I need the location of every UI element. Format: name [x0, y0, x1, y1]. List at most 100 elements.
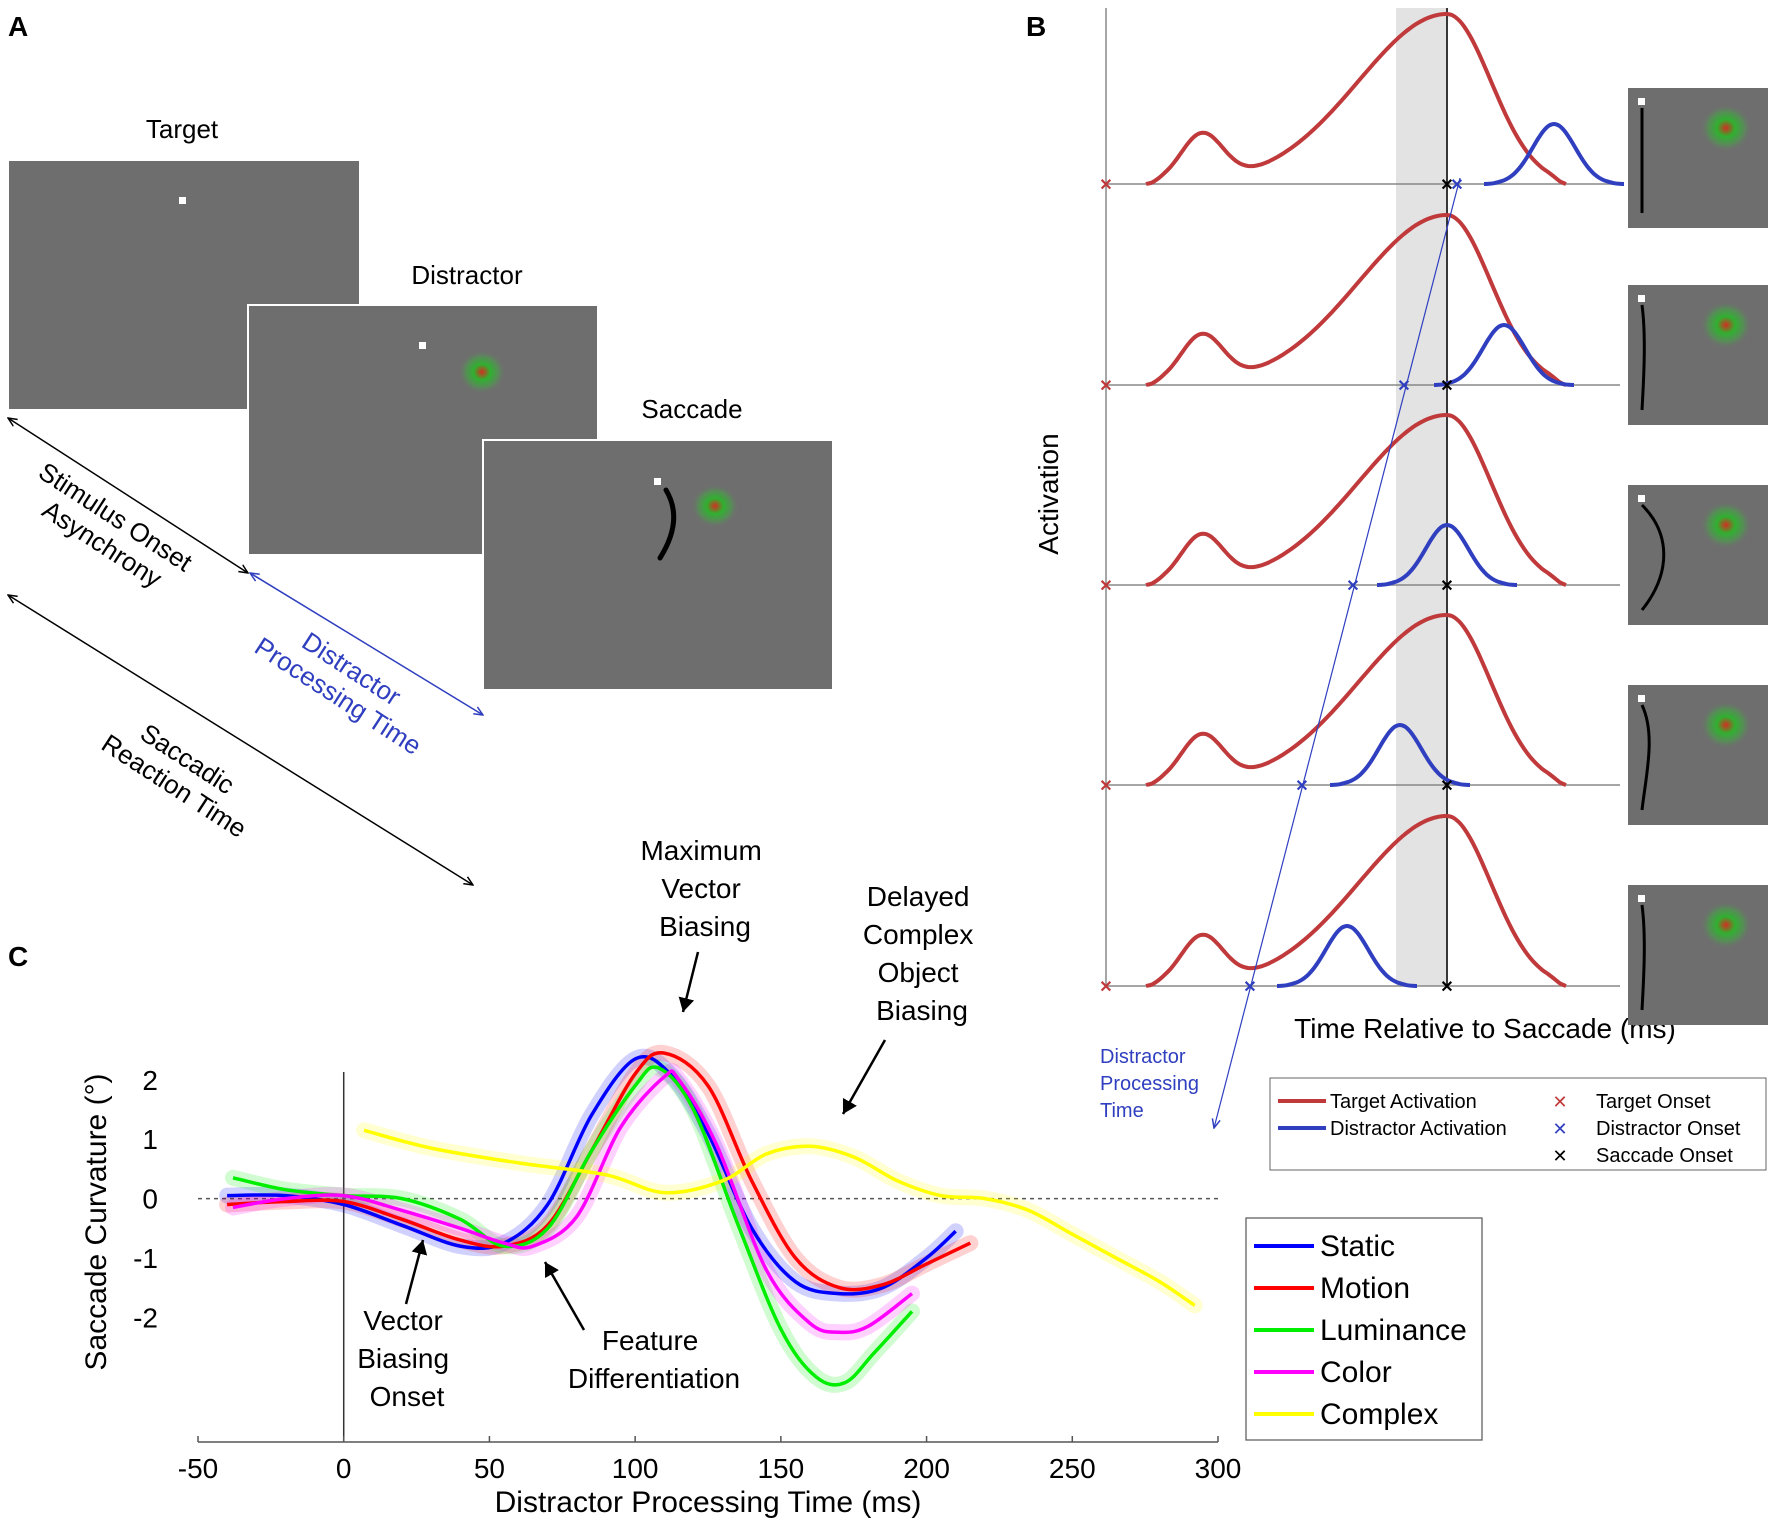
annotation-delayed-line3: Object	[878, 957, 959, 988]
dpt-label: Distractor Processing Time	[249, 606, 443, 761]
y-tick-label: -2	[133, 1302, 158, 1333]
onset-marker: ✕	[1450, 177, 1463, 194]
onset-marker: ✕	[1440, 979, 1453, 996]
chart-ylabel: Saccade Curvature (°)	[80, 1073, 113, 1370]
annotation-delayed-line2: Complex	[863, 919, 973, 950]
legend-target-onset-marker: ✕	[1552, 1092, 1567, 1112]
gabor-distractor	[1700, 301, 1752, 349]
annotation-delayed-line4: Biasing	[876, 995, 968, 1026]
curvature-legend: Static Motion Luminance Color Complex	[1245, 1217, 1483, 1441]
onset-marker: ✕	[1440, 177, 1453, 194]
panel-label-c: C	[8, 941, 28, 972]
annotation-max-vector-line2: Vector	[661, 873, 740, 904]
panel-a: Target Distractor Saccade Stimulus Onset…	[8, 114, 834, 885]
onset-marker: ✕	[1099, 177, 1112, 194]
distractor-activation-curve	[1329, 722, 1471, 787]
srt-label: Saccadic Reaction Time	[96, 703, 268, 844]
saccade-trajectory	[1640, 503, 1666, 611]
time-axis-label: Time Relative to Saccade (ms)	[1294, 1013, 1676, 1044]
annotation-arrow	[404, 1239, 428, 1305]
gabor-distractor	[1700, 901, 1752, 949]
annotation-delayed-complex: Delayed Complex Object Biasing	[863, 881, 981, 1026]
saccade-screen	[482, 439, 834, 691]
onset-marker: ✕	[1099, 979, 1112, 996]
annotation-max-vector-line3: Biasing	[659, 911, 751, 942]
target-activation-curve	[1145, 11, 1567, 186]
fixation-point	[1638, 495, 1645, 502]
panel-c: Saccade Curvature (°) Distractor Process…	[80, 835, 1483, 1519]
x-tick-label: 0	[336, 1453, 352, 1484]
saccade-trajectory	[1640, 304, 1646, 411]
fixation-point	[654, 478, 661, 485]
panel-b: Activation Time Relative to Saccade (ms)…	[1033, 8, 1768, 1171]
panel-b-legend-box	[1269, 1077, 1767, 1171]
legend-target-onset: Target Onset	[1596, 1091, 1711, 1113]
distractor-screen-label: Distractor	[411, 260, 523, 290]
annotation-vector-onset-line3: Onset	[370, 1381, 445, 1412]
saccade-trajectory	[1640, 904, 1646, 1011]
soa-arrow	[8, 418, 248, 573]
x-tick-label: 200	[903, 1453, 950, 1484]
curvature-plot: -50 0 50 100 150 200 250 300 2 1 0 -1 -2	[133, 1044, 1242, 1484]
saccade-window-shade	[1396, 8, 1448, 986]
annotation-feature-line1: Feature	[602, 1325, 699, 1356]
x-tick-label: 50	[474, 1453, 505, 1484]
x-tick-label: -50	[178, 1453, 218, 1484]
onset-marker: ✕	[1099, 378, 1112, 395]
activation-rows: ✕✕✕✕✕✕✕✕✕✕✕✕✕✕✕	[1099, 11, 1768, 1025]
panel-b-legend: Target Activation Distractor Activation …	[1269, 1077, 1767, 1171]
x-tick-label: 300	[1195, 1453, 1242, 1484]
activation-axis-label: Activation	[1033, 433, 1064, 554]
onset-marker: ✕	[1346, 578, 1359, 595]
gabor-distractor	[1700, 701, 1752, 749]
legend-label-complex: Complex	[1320, 1398, 1438, 1431]
y-tick-label: 0	[142, 1184, 158, 1215]
target-screen-label: Target	[146, 114, 219, 144]
annotation-vector-biasing-onset: Vector Biasing Onset	[357, 1305, 457, 1412]
b-dpt-label-line2: Processing	[1100, 1073, 1199, 1095]
fixation-point	[1638, 695, 1645, 702]
gabor-distractor	[691, 484, 739, 528]
gabor-distractor	[1700, 104, 1752, 152]
onset-marker: ✕	[1440, 378, 1453, 395]
annotation-arrow	[841, 1039, 887, 1115]
trial-thumbnail	[1628, 285, 1768, 425]
legend-saccade-onset: Saccade Onset	[1596, 1145, 1733, 1167]
onset-marker: ✕	[1440, 578, 1453, 595]
distractor-activation-curve	[1276, 923, 1418, 988]
b-dpt-label: Distractor Processing Time	[1100, 1046, 1205, 1122]
legend-distractor-activation: Distractor Activation	[1330, 1118, 1507, 1140]
trial-thumbnail	[1628, 485, 1768, 625]
panel-label-b: B	[1026, 11, 1046, 42]
legend-label-motion: Motion	[1320, 1272, 1410, 1305]
series-line-complex	[363, 1128, 1196, 1307]
onset-marker: ✕	[1099, 578, 1112, 595]
legend-label-static: Static	[1320, 1230, 1395, 1263]
gabor-distractor	[1700, 501, 1752, 549]
target-activation-curve	[1145, 212, 1567, 387]
onset-marker: ✕	[1440, 778, 1453, 795]
annotation-feature-differentiation: Feature Differentiation	[568, 1325, 740, 1394]
series-line-static	[227, 1054, 957, 1296]
series-line-luminance	[232, 1065, 914, 1387]
chart-xlabel: Distractor Processing Time (ms)	[495, 1486, 922, 1519]
annotation-vector-onset-line1: Vector	[363, 1305, 442, 1336]
annotation-max-vector-line1: Maximum	[640, 835, 761, 866]
distractor-activation-curve	[1376, 522, 1518, 587]
annotation-max-vector-biasing: Maximum Vector Biasing	[640, 835, 769, 942]
b-dpt-label-line3: Time	[1100, 1100, 1144, 1122]
annotation-arrow	[543, 1261, 586, 1331]
distractor-activation-curve	[1483, 121, 1625, 186]
legend-target-activation: Target Activation	[1330, 1091, 1477, 1113]
x-tick-label: 100	[612, 1453, 659, 1484]
y-tick-label: -1	[133, 1243, 158, 1274]
dpt-diagonal-arrow	[1214, 177, 1461, 1128]
series-line-color	[232, 1069, 914, 1335]
saccade-screen-label: Saccade	[641, 394, 742, 424]
b-dpt-label-line1: Distractor	[1100, 1046, 1186, 1068]
distractor-activation-curve	[1433, 322, 1575, 387]
target-activation-curve	[1145, 612, 1567, 787]
panel-label-a: A	[8, 11, 28, 42]
gabor-distractor	[458, 350, 506, 394]
legend-label-color: Color	[1320, 1356, 1392, 1389]
